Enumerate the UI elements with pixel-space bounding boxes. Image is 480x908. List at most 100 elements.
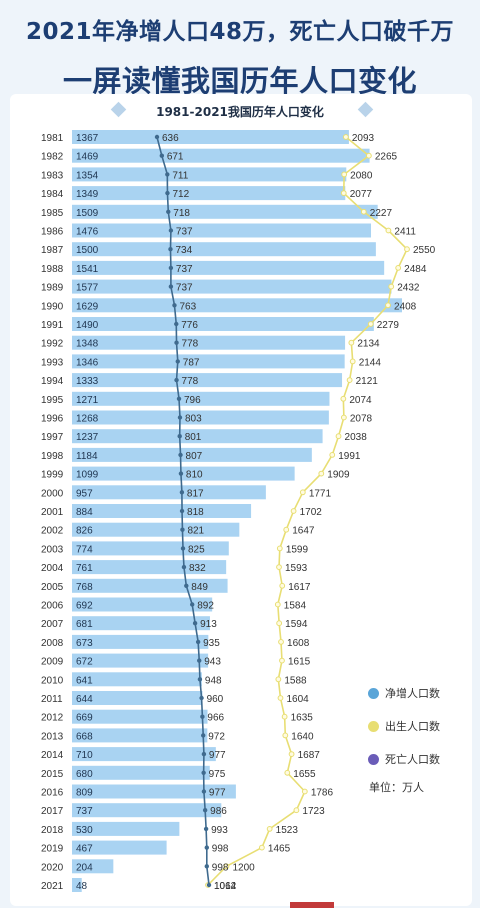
year-tick-label: 1984: [41, 189, 64, 200]
legend-deaths-label: 死亡人口数: [385, 754, 440, 766]
deaths-data-label: 943: [204, 657, 221, 668]
net-growth-bar: [72, 223, 372, 238]
births-data-label: 2432: [397, 283, 420, 294]
births-point: [335, 433, 342, 440]
year-tick-label: 2003: [41, 544, 64, 555]
deaths-data-label: 778: [182, 376, 199, 387]
births-point: [318, 470, 325, 477]
net-growth-bar: [72, 560, 227, 575]
births-point: [365, 152, 372, 159]
net-growth-data-label: 761: [76, 563, 93, 574]
year-tick-label: 2007: [41, 619, 64, 630]
net-growth-bar: [72, 840, 167, 855]
births-data-label: 1599: [286, 544, 309, 555]
births-data-label: 2484: [404, 264, 427, 275]
deaths-data-label: 849: [191, 582, 208, 593]
net-growth-data-label: 692: [76, 601, 93, 612]
births-point: [301, 788, 308, 795]
deaths-point: [154, 134, 160, 140]
net-growth-bar: [72, 784, 236, 799]
births-point: [276, 620, 283, 627]
net-growth-bar: [72, 728, 208, 743]
deaths-point: [174, 340, 179, 345]
year-tick-label: 1983: [41, 170, 64, 181]
deaths-data-label: 818: [187, 507, 204, 518]
year-tick-label: 1996: [41, 414, 64, 425]
deaths-point: [174, 321, 179, 327]
net-growth-data-label: 1500: [76, 245, 99, 256]
deaths-point: [192, 621, 198, 626]
births-data-label: 1200: [232, 862, 255, 873]
net-growth-bar: [72, 541, 229, 556]
births-data-label: 2080: [350, 170, 373, 181]
deaths-data-label: 778: [182, 339, 199, 350]
net-growth-data-label: 774: [76, 544, 93, 555]
legend-births-label: 出生人口数: [385, 721, 440, 733]
year-tick-label: 1995: [41, 395, 64, 406]
net-growth-data-label: 48: [76, 881, 88, 892]
net-growth-bar: [72, 653, 209, 668]
deaths-data-label: 807: [186, 451, 203, 462]
births-data-label: 2074: [349, 395, 372, 406]
deaths-data-label: 711: [172, 170, 188, 181]
births-data-label: 1635: [291, 713, 314, 724]
deaths-point: [202, 808, 208, 813]
births-data-label: 1786: [311, 788, 334, 799]
net-growth-data-label: 1469: [76, 152, 99, 163]
year-tick-label: 1991: [41, 320, 64, 331]
births-data-label: 1909: [327, 470, 350, 481]
deaths-point: [201, 789, 207, 794]
deaths-point: [184, 583, 189, 588]
net-growth-bar: [72, 691, 203, 705]
births-data-label: 1593: [285, 563, 308, 574]
deaths-point: [175, 359, 180, 364]
births-point: [293, 807, 300, 814]
net-growth-data-label: 710: [76, 750, 93, 761]
births-data-label: 1771: [309, 488, 332, 499]
year-tick-label: 1992: [41, 339, 64, 350]
net-growth-data-label: 673: [76, 638, 93, 649]
year-tick-label: 2008: [41, 638, 64, 649]
year-tick-label: 1982: [41, 152, 64, 163]
year-tick-label: 2014: [41, 750, 64, 761]
year-tick-label: 2018: [41, 825, 64, 836]
net-growth-data-label: 681: [76, 619, 93, 630]
net-growth-bar: [72, 634, 209, 649]
deaths-point: [172, 303, 177, 308]
net-growth-bar: [72, 878, 82, 892]
net-growth-data-label: 530: [76, 825, 93, 836]
births-data-label: 2279: [377, 320, 400, 331]
net-growth-bar: [72, 130, 349, 144]
deaths-point: [200, 714, 205, 719]
births-data-label: 1608: [287, 638, 310, 649]
net-growth-data-label: 204: [76, 862, 93, 873]
deaths-data-label: 737: [176, 264, 193, 275]
births-point: [340, 395, 347, 402]
births-point: [275, 676, 282, 683]
year-tick-label: 1981: [41, 133, 64, 144]
deaths-data-label: 737: [176, 227, 193, 238]
deaths-point: [166, 209, 171, 214]
deaths-data-label: 671: [167, 152, 184, 163]
net-growth-data-label: 641: [76, 675, 93, 686]
net-growth-bar: [72, 167, 347, 182]
net-growth-bar: [72, 578, 228, 593]
births-point: [281, 713, 288, 720]
deaths-data-label: 1014: [214, 881, 237, 892]
net-growth-data-label: 1367: [76, 133, 99, 144]
births-data-label: 2408: [394, 301, 417, 312]
births-point: [342, 134, 349, 140]
net-growth-bar: [72, 391, 330, 406]
births-data-label: 1640: [291, 731, 314, 742]
births-data-label: 1594: [285, 619, 308, 630]
deaths-data-label: 998: [212, 862, 229, 873]
deaths-data-label: 832: [189, 563, 206, 574]
net-growth-bar: [72, 709, 208, 724]
births-data-label: 2265: [375, 152, 398, 163]
deaths-point: [177, 434, 182, 439]
year-tick-label: 1997: [41, 432, 64, 443]
deaths-data-label: 966: [207, 713, 224, 724]
births-point: [274, 601, 281, 608]
deaths-point: [168, 265, 174, 271]
deaths-data-label: 763: [179, 301, 196, 312]
